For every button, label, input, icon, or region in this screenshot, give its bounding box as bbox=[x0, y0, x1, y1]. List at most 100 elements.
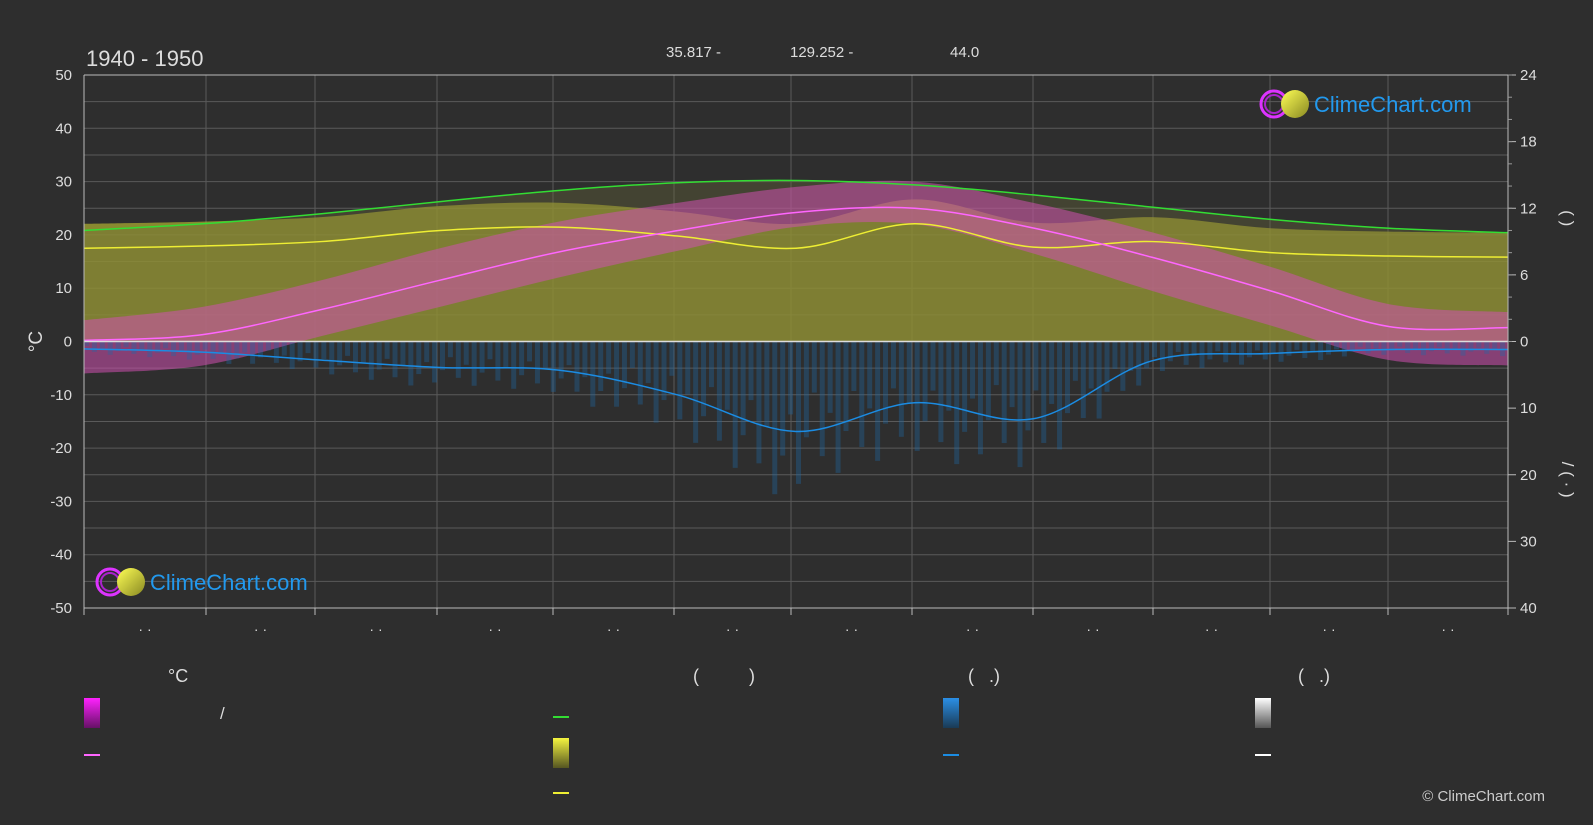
precip-bar bbox=[1001, 341, 1007, 444]
legend-snow-swatch bbox=[1255, 698, 1271, 728]
precip-bar bbox=[1246, 341, 1252, 358]
precip-bar bbox=[519, 341, 525, 376]
longitude-label: 129.252 - bbox=[790, 44, 854, 61]
legend-snow-line bbox=[1255, 754, 1271, 756]
precip-bar bbox=[637, 341, 643, 405]
precip-bar bbox=[84, 341, 89, 346]
precip-bar bbox=[1492, 341, 1498, 350]
precip-bar bbox=[1183, 341, 1189, 365]
precip-bar bbox=[123, 341, 129, 348]
precip-bar bbox=[985, 341, 991, 421]
logo-top-right[interactable]: ClimeChart.com bbox=[1258, 88, 1472, 120]
legend-sunshine-line bbox=[553, 792, 569, 794]
y-left-tick-label: 50 bbox=[55, 67, 72, 84]
precip-bar bbox=[614, 341, 620, 407]
precip-bar bbox=[1175, 341, 1181, 352]
precip-bar bbox=[202, 341, 208, 350]
precip-bar bbox=[210, 341, 216, 359]
precip-bar bbox=[1191, 341, 1197, 356]
precip-bar bbox=[1080, 341, 1086, 418]
x-tick-label: · · bbox=[369, 621, 382, 637]
precip-bar bbox=[1381, 341, 1387, 355]
precip-bar bbox=[574, 341, 580, 392]
precip-bar bbox=[669, 341, 675, 376]
precip-bar bbox=[91, 341, 97, 352]
y-left-tick-label: -40 bbox=[50, 547, 72, 564]
precip-bar bbox=[107, 341, 113, 355]
y-right-tick-label: 18 bbox=[1520, 134, 1537, 151]
precip-bar bbox=[289, 341, 295, 369]
precip-bar bbox=[1009, 341, 1015, 408]
precip-bar bbox=[360, 341, 366, 363]
logo-text: ClimeChart.com bbox=[1314, 92, 1472, 117]
legend-snow-header: ( .) bbox=[1298, 666, 1330, 686]
precip-bar bbox=[653, 341, 659, 423]
precip-bar bbox=[1072, 341, 1078, 381]
x-tick-label: · · bbox=[1441, 621, 1454, 637]
precip-bar bbox=[503, 341, 509, 368]
precip-bar bbox=[400, 341, 406, 367]
precip-bar bbox=[234, 341, 240, 359]
precip-bar bbox=[1436, 341, 1442, 348]
precip-bar bbox=[1405, 341, 1411, 353]
precip-bar bbox=[1302, 341, 1308, 359]
precip-bar bbox=[645, 341, 651, 384]
precip-bar bbox=[1128, 341, 1134, 371]
copyright: © ClimeChart.com bbox=[1422, 788, 1545, 805]
precip-bar bbox=[701, 341, 707, 417]
precip-bar bbox=[724, 341, 730, 410]
y-left-tick-label: 10 bbox=[55, 280, 72, 297]
precip-bar bbox=[1057, 341, 1063, 450]
precip-bar bbox=[1365, 341, 1371, 354]
y-right-bottom-axis-label: / ( · ) bbox=[1558, 462, 1577, 498]
precip-bar bbox=[1278, 341, 1284, 362]
precip-bar bbox=[352, 341, 358, 373]
y-right-tick-label: 20 bbox=[1520, 467, 1537, 484]
precip-bar bbox=[1136, 341, 1142, 386]
precip-bar bbox=[946, 341, 952, 411]
precip-bar bbox=[708, 341, 714, 388]
precip-bar bbox=[906, 341, 912, 403]
x-tick-label: · · bbox=[845, 621, 858, 637]
precip-bar bbox=[1373, 341, 1379, 349]
precip-bar bbox=[962, 341, 968, 432]
logo-text: ClimeChart.com bbox=[150, 570, 308, 595]
precip-bar bbox=[1294, 341, 1300, 350]
series-lines bbox=[83, 179, 1509, 433]
precip-bar bbox=[732, 341, 738, 468]
precip-bar bbox=[883, 341, 889, 424]
y-left-tick-label: 30 bbox=[55, 174, 72, 191]
precip-bar bbox=[455, 341, 461, 378]
precip-bar bbox=[1326, 341, 1332, 355]
y-right-tick-label: 30 bbox=[1520, 533, 1537, 550]
precip-bar bbox=[993, 341, 999, 386]
precip-bar bbox=[898, 341, 904, 437]
legend-sunshine-swatch bbox=[553, 738, 569, 768]
y-left-tick-label: 20 bbox=[55, 227, 72, 244]
precip-bar bbox=[258, 341, 264, 358]
y-right-top-axis-label: ( ) bbox=[1558, 210, 1577, 226]
y-left-tick-label: -10 bbox=[50, 387, 72, 404]
precip-bar bbox=[954, 341, 960, 465]
x-tick-label: · · bbox=[726, 621, 739, 637]
legend-daylight-line bbox=[553, 716, 569, 718]
precip-bar bbox=[1286, 341, 1292, 356]
precip-bar bbox=[1215, 341, 1221, 352]
logo-bottom-left[interactable]: ClimeChart.com bbox=[94, 566, 308, 598]
precip-bar bbox=[384, 341, 390, 359]
y-right-tick-label: 0 bbox=[1520, 334, 1528, 351]
y-right-tick-label: 6 bbox=[1520, 267, 1528, 284]
precip-bar bbox=[281, 341, 287, 356]
daylight-line bbox=[83, 179, 1509, 234]
logo-icon bbox=[1259, 89, 1309, 119]
precip-bar bbox=[265, 341, 271, 351]
y-left-tick-label: 0 bbox=[64, 334, 72, 351]
legend-temp-header: °C bbox=[168, 666, 189, 686]
precip-bar bbox=[835, 341, 841, 473]
climate-chart: 50 40 30 20 10 0 -10 -20 -30 -40 -50 °C 24 18 12 6 0 10 20… bbox=[26, 67, 1577, 637]
precip-bar bbox=[1207, 341, 1213, 360]
precip-bar bbox=[321, 341, 327, 359]
precip-bar bbox=[740, 341, 746, 436]
y-right-tick-label: 24 bbox=[1520, 67, 1537, 84]
precip-bar bbox=[527, 341, 533, 362]
